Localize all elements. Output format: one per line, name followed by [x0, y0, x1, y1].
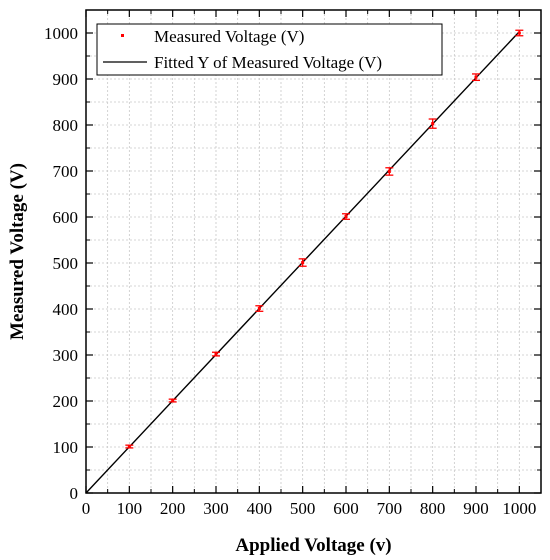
point-marker [127, 445, 131, 449]
point-marker [171, 399, 175, 403]
data-point [472, 73, 480, 82]
data-point [255, 305, 264, 312]
x-tick-label: 0 [82, 499, 91, 518]
legend-marker-measured [121, 34, 124, 37]
y-tick-label: 700 [53, 162, 79, 181]
y-tick-label: 600 [53, 208, 79, 227]
point-marker [431, 122, 435, 126]
grid [86, 10, 541, 493]
point-marker [214, 352, 218, 356]
y-tick-label: 300 [53, 346, 79, 365]
y-tick-label: 1000 [44, 24, 78, 43]
data-point [168, 398, 177, 403]
point-marker [474, 75, 478, 79]
data-point [298, 258, 307, 267]
y-tick-label: 400 [53, 300, 79, 319]
legend: Measured Voltage (V) Fitted Y of Measure… [96, 23, 443, 76]
y-tick-labels: 0 100 200 300 400 500 600 700 800 900 1000 [44, 24, 78, 503]
y-axis-title: Measured Voltage (V) [7, 163, 28, 340]
legend-label-measured: Measured Voltage (V) [154, 27, 304, 46]
plot-frame [85, 9, 542, 494]
data-point [385, 167, 394, 176]
x-tick-label: 300 [203, 499, 229, 518]
x-tick-label: 100 [117, 499, 143, 518]
x-tick-labels: 0 100 200 300 400 500 600 700 800 900 1000 [82, 499, 537, 518]
data-point [342, 213, 350, 220]
x-tick-label: 800 [420, 499, 446, 518]
measured-points-series [125, 29, 524, 449]
x-tick-label: 700 [377, 499, 403, 518]
x-tick-label: 1000 [502, 499, 536, 518]
data-point [428, 118, 437, 129]
y-tick-label: 100 [53, 438, 79, 457]
data-point [212, 351, 220, 357]
y-tick-label: 0 [70, 484, 79, 503]
x-tick-label: 400 [247, 499, 273, 518]
legend-box [96, 23, 443, 76]
y-tick-label: 800 [53, 116, 79, 135]
data-point [125, 444, 134, 449]
x-tick-label: 200 [160, 499, 186, 518]
x-tick-label: 600 [333, 499, 359, 518]
point-marker [301, 261, 305, 265]
x-axis-title: Applied Voltage (v) [235, 535, 391, 556]
x-tick-label: 500 [290, 499, 316, 518]
y-tick-label: 500 [53, 254, 79, 273]
data-point [515, 29, 524, 37]
point-marker [257, 307, 261, 311]
y-tick-label: 200 [53, 392, 79, 411]
axis-ticks [85, 10, 541, 494]
legend-label-fitted: Fitted Y of Measured Voltage (V) [154, 53, 382, 72]
x-tick-label: 900 [463, 499, 489, 518]
y-tick-label: 900 [53, 70, 79, 89]
point-marker [517, 31, 521, 35]
point-marker [387, 169, 391, 173]
point-marker [344, 215, 348, 219]
